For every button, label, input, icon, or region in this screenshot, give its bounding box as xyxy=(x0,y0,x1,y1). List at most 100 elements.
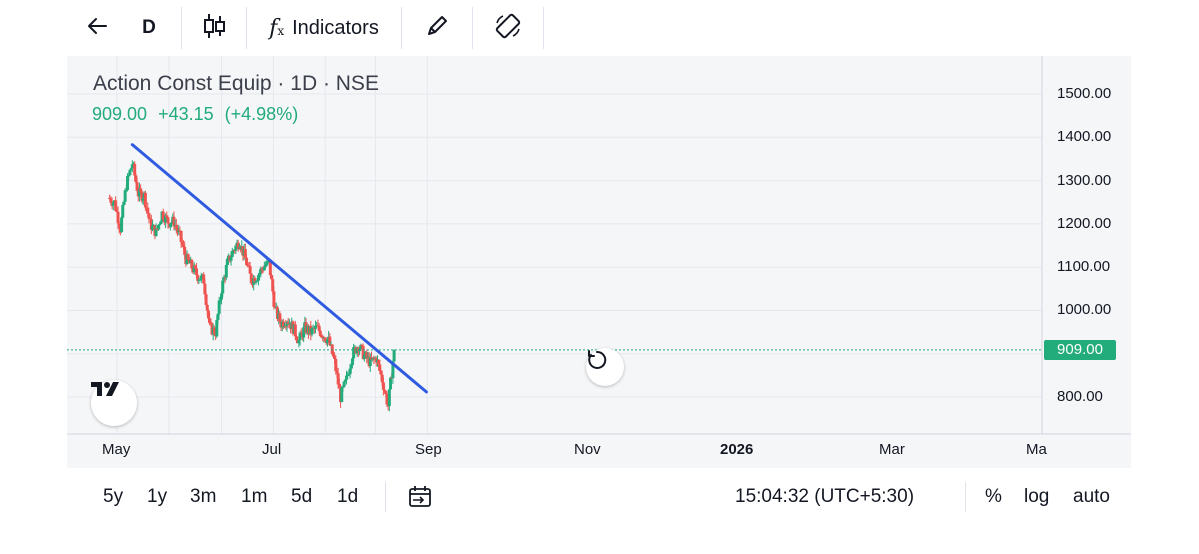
candle-body xyxy=(230,251,234,257)
range-3m-button[interactable]: 3m xyxy=(190,486,217,507)
bottom-toolbar: 5y 1y 3m 1m 5d 1d 15:04:32 (UTC+5:30) % … xyxy=(67,468,1131,524)
candle-body xyxy=(135,182,139,191)
candle-body xyxy=(158,224,162,226)
pencil-icon xyxy=(425,14,449,43)
price-change-percent: (+4.98%) xyxy=(224,104,299,124)
tradingview-logo[interactable] xyxy=(91,380,137,426)
candle-body xyxy=(342,381,346,387)
range-1m-button[interactable]: 1m xyxy=(241,486,268,507)
candle-body xyxy=(253,278,257,283)
candle-body xyxy=(229,256,233,261)
candle-body xyxy=(270,275,274,280)
candle-body xyxy=(192,265,196,273)
candle-body xyxy=(281,321,285,327)
candle-body xyxy=(196,275,200,281)
candle-body xyxy=(147,213,151,219)
chart-pane[interactable]: Action Const Equip · 1D · NSE 909.00 +43… xyxy=(67,56,1131,524)
candle-body xyxy=(117,223,121,228)
drawing-button[interactable] xyxy=(404,0,470,56)
reset-chart-button[interactable] xyxy=(586,348,624,386)
candle-body xyxy=(323,337,327,341)
candle-body xyxy=(193,265,197,269)
bottom-divider xyxy=(965,482,966,512)
candle-body xyxy=(325,339,329,344)
candle-body xyxy=(222,277,226,281)
candle-body xyxy=(195,268,199,276)
price-legend: 909.00 +43.15 (+4.98%) xyxy=(92,104,304,125)
candle-body xyxy=(385,393,389,405)
y-tick-label: 1300.00 xyxy=(1057,172,1112,189)
candle-body xyxy=(168,224,172,227)
chart-type-button[interactable] xyxy=(184,0,244,56)
indicators-button[interactable]: fx Indicators xyxy=(249,0,399,56)
candle-body xyxy=(180,241,184,245)
candles xyxy=(108,160,396,412)
candle-body xyxy=(154,228,158,236)
calendar-range-icon xyxy=(407,485,433,507)
candle-body xyxy=(166,217,170,224)
candle-body xyxy=(226,258,229,265)
candle-body xyxy=(172,216,176,227)
candle-body xyxy=(111,202,115,206)
candle-body xyxy=(345,375,348,380)
range-1y-button[interactable]: 1y xyxy=(147,486,168,507)
candle-body xyxy=(236,242,240,250)
candle-body xyxy=(218,299,222,301)
y-tick-label: 1400.00 xyxy=(1057,128,1112,145)
candle-body xyxy=(178,230,182,232)
candle-body xyxy=(176,228,180,232)
candle-body xyxy=(352,347,356,359)
back-button[interactable] xyxy=(67,0,127,56)
candle-body xyxy=(378,364,382,372)
log-scale-button[interactable]: log xyxy=(1024,486,1050,507)
candle-body xyxy=(133,163,137,176)
interval-button[interactable]: D xyxy=(127,0,171,56)
candle-body xyxy=(258,272,262,276)
candle-body xyxy=(181,244,185,247)
rotate-screen-button[interactable] xyxy=(475,0,541,56)
candle-body xyxy=(243,249,247,258)
candle-body xyxy=(161,211,165,220)
range-5y-button[interactable]: 5y xyxy=(103,486,124,507)
range-5d-button[interactable]: 5d xyxy=(291,486,313,507)
candle-body xyxy=(272,291,276,307)
candle-body xyxy=(206,310,210,319)
toolbar-divider xyxy=(181,7,182,49)
candle-body xyxy=(389,377,393,390)
candle-body xyxy=(109,198,113,203)
candle-body xyxy=(179,230,183,242)
x-tick-label: Mar xyxy=(879,441,905,458)
candle-body xyxy=(217,300,221,314)
candle-body xyxy=(174,224,178,229)
candle-body xyxy=(262,266,266,271)
range-1d-button[interactable]: 1d xyxy=(337,486,359,507)
indicators-label: Indicators xyxy=(292,16,379,39)
x-tick-label: Nov xyxy=(574,441,601,458)
candle-body xyxy=(392,349,396,362)
candle-body xyxy=(120,217,124,232)
candle-body xyxy=(390,377,394,379)
candle-body xyxy=(265,261,269,266)
candle-body xyxy=(346,374,350,376)
candle-body xyxy=(221,280,225,294)
candle-body xyxy=(368,357,372,367)
date-range-button[interactable] xyxy=(407,468,433,524)
candle-body xyxy=(108,197,112,199)
candle-body xyxy=(331,354,335,357)
percent-scale-button[interactable]: % xyxy=(985,486,1002,507)
candle-body xyxy=(143,192,147,208)
candle-body xyxy=(383,389,387,392)
candle-body xyxy=(379,371,383,375)
clock-timezone[interactable]: 15:04:32 (UTC+5:30) xyxy=(735,486,915,507)
auto-scale-button[interactable]: auto xyxy=(1073,486,1110,507)
candle-body xyxy=(286,322,290,325)
symbol-title[interactable]: Action Const Equip · 1D · NSE xyxy=(93,72,379,95)
candle-body xyxy=(151,225,155,230)
top-toolbar: D fx Indicators xyxy=(67,0,1131,56)
price-chart[interactable] xyxy=(67,56,1131,468)
rotate-screen-icon xyxy=(493,11,523,46)
candle-body xyxy=(299,332,303,334)
candle-body xyxy=(284,325,288,327)
candle-body xyxy=(224,264,228,278)
toolbar-divider xyxy=(543,7,544,49)
